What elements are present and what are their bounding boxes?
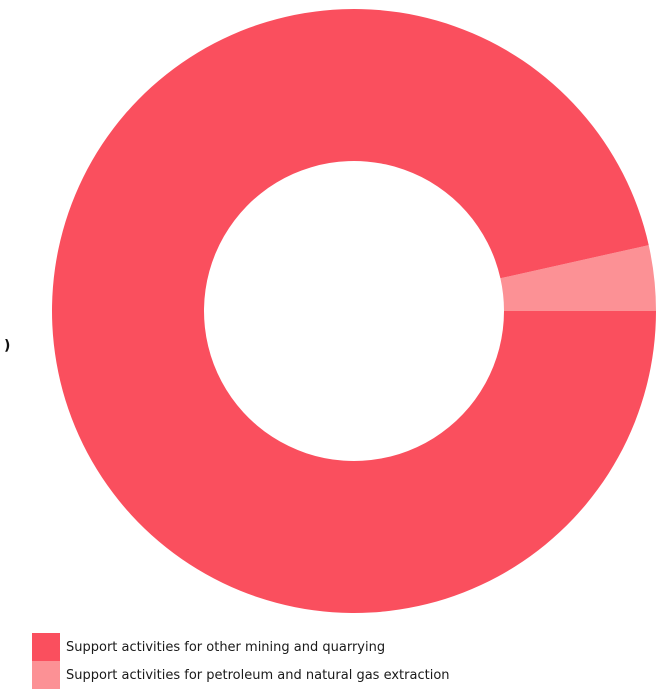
legend-item-other-mining[interactable]: Support activities for other mining and … [32,633,450,661]
legend-label: Support activities for other mining and … [66,639,386,655]
legend-swatch [32,633,60,661]
legend-label: Support activities for petroleum and nat… [66,667,450,683]
clipped-axis-mark: ) [4,338,11,354]
legend-item-petroleum-gas[interactable]: Support activities for petroleum and nat… [32,661,450,689]
legend-swatch [32,661,60,689]
slice-other-mining[interactable] [51,8,656,613]
slice-petroleum-gas[interactable] [500,245,656,311]
legend: Support activities for other mining and … [32,633,450,689]
donut-chart [51,8,656,613]
